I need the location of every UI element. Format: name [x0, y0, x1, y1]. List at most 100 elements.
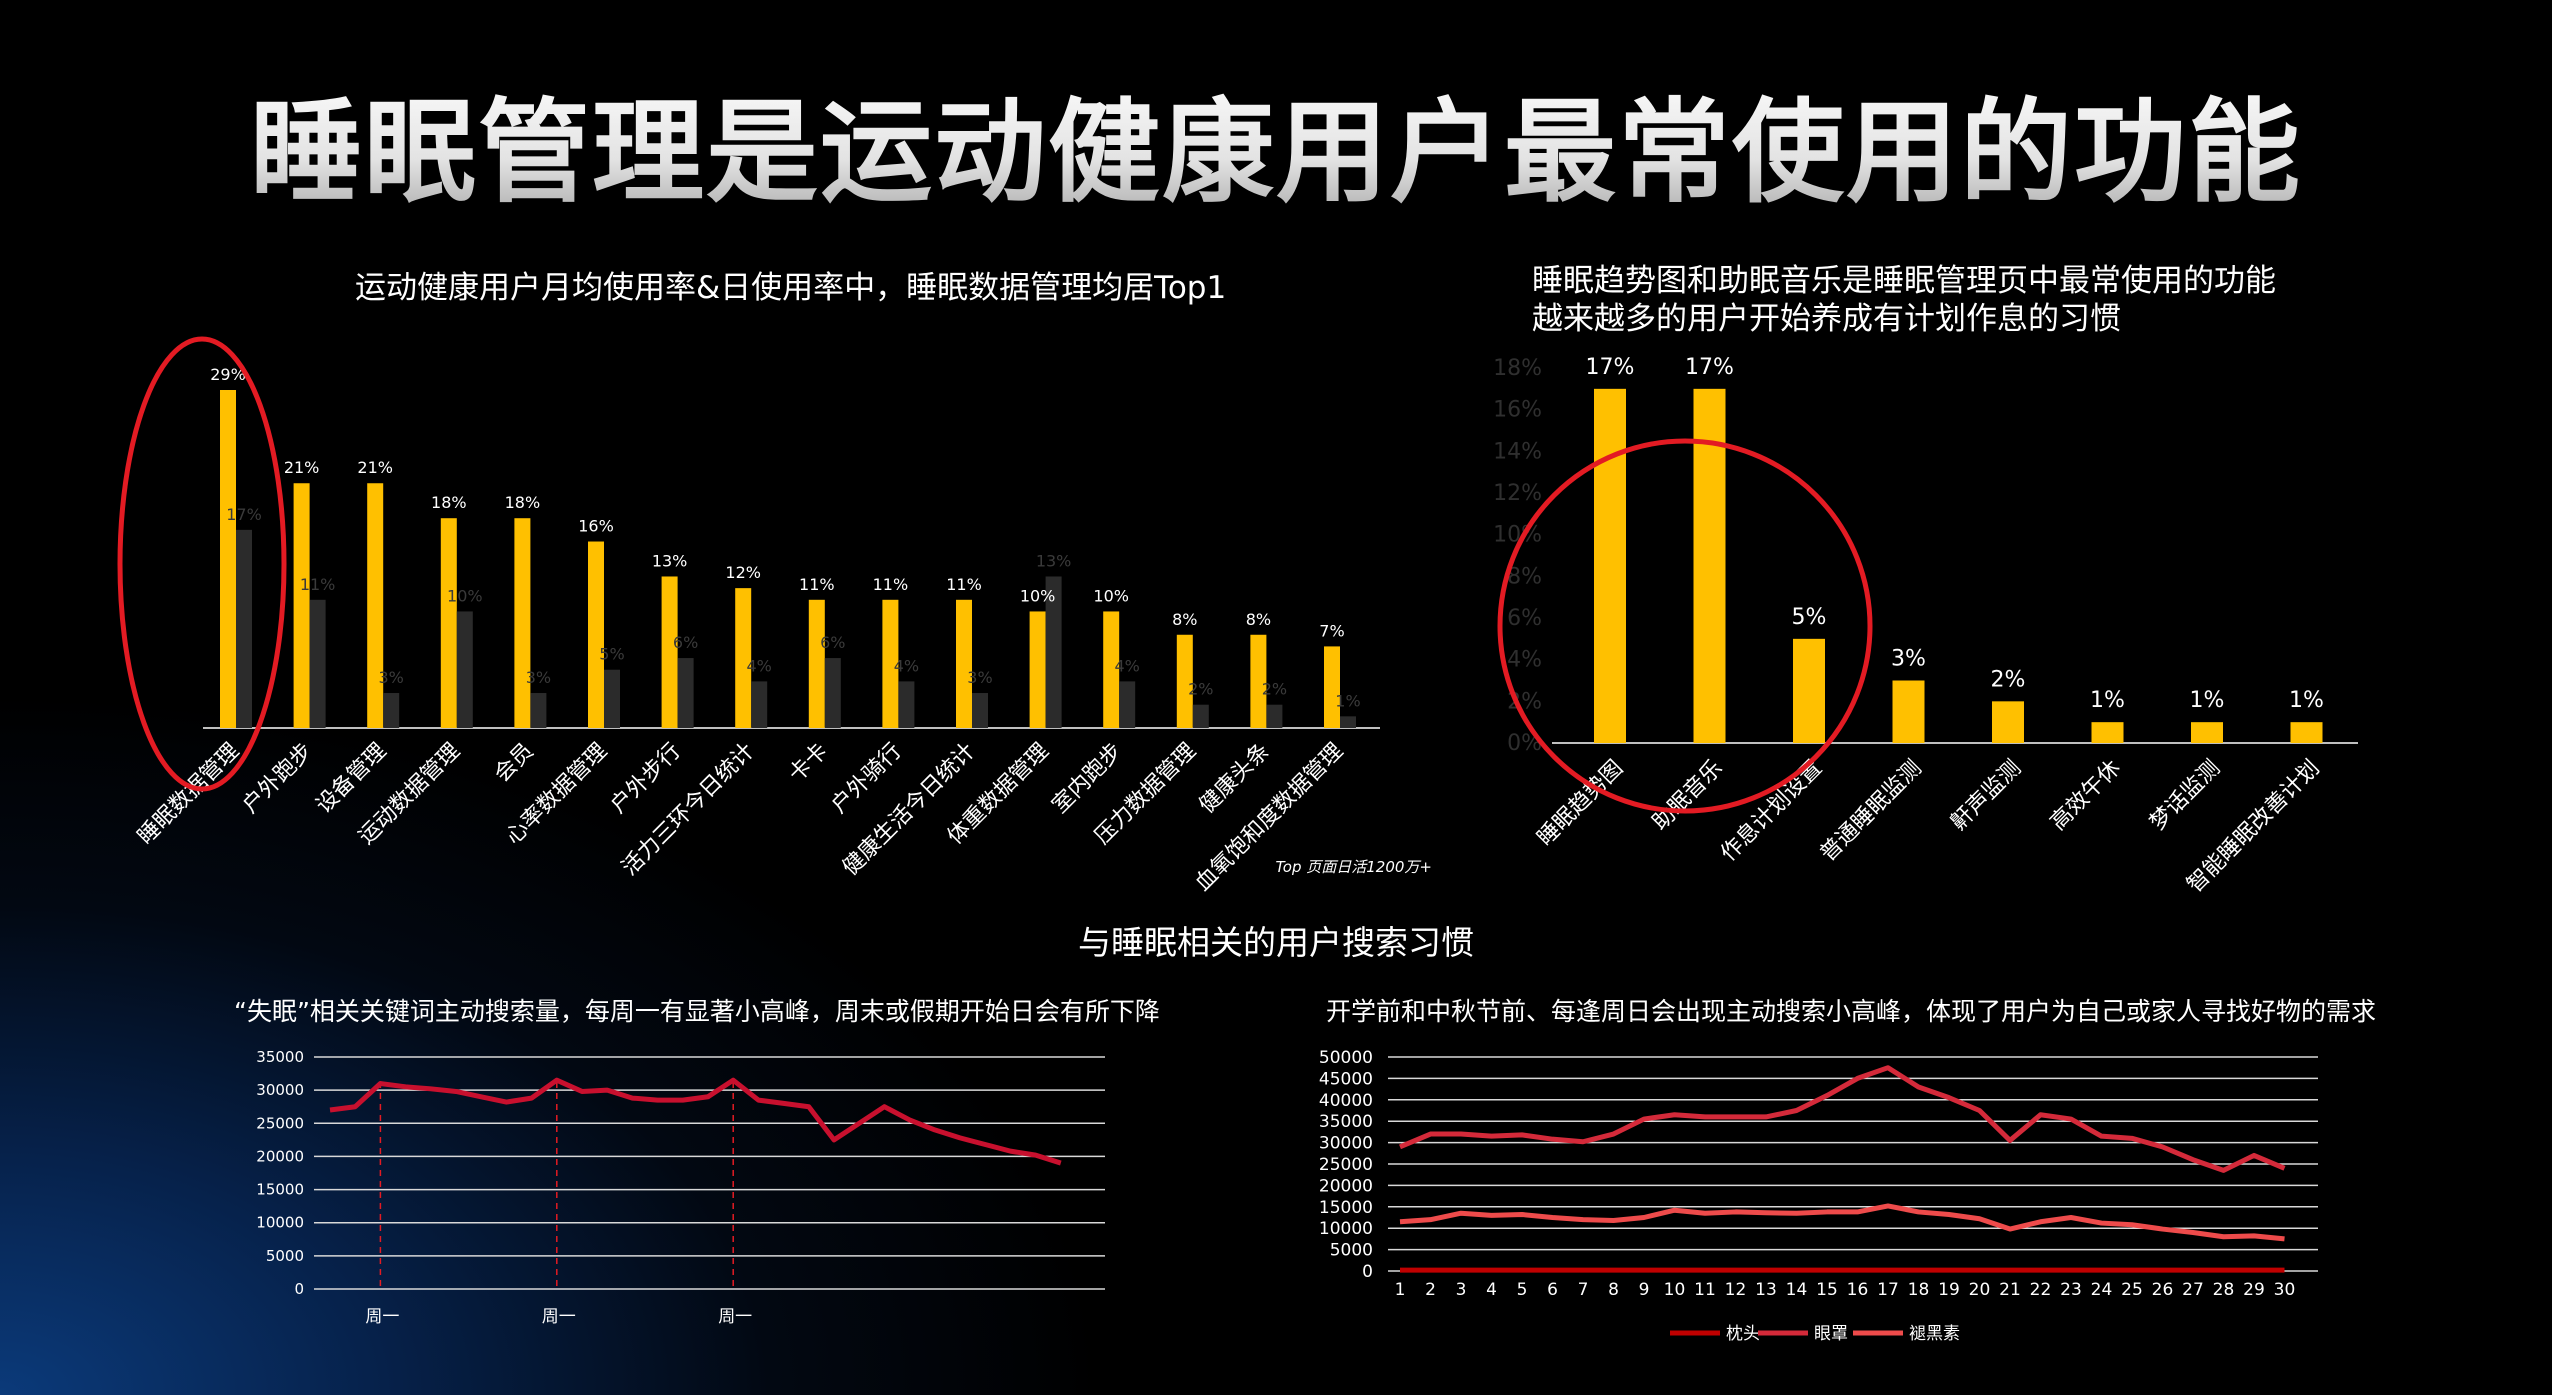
usage-monthly-label: 13% [652, 551, 688, 570]
product-ytick-label: 40000 [1319, 1091, 1373, 1111]
sleep-ytick-label: 14% [1493, 439, 1542, 464]
legend-label: 枕头 [1726, 1324, 1760, 1344]
product-xtick-label: 5 [1517, 1280, 1528, 1300]
usage-daily-bar [1266, 704, 1283, 728]
product-ytick-label: 5000 [1330, 1241, 1373, 1261]
usage-monthly-bar [1103, 611, 1120, 728]
usage-daily-bar [1045, 576, 1062, 728]
insomnia-ytick-label: 35000 [256, 1048, 304, 1066]
insomnia-search-chart-title: “失眠”相关关键词主动搜索量，每周一有显著小高峰，周末或假期开始日会有所下降 [234, 997, 1160, 1026]
product-xtick-label: 20 [1969, 1280, 1991, 1300]
product-xtick-label: 30 [2274, 1280, 2296, 1300]
product-ytick-label: 0 [1362, 1262, 1373, 1282]
usage-daily-bar [972, 693, 988, 728]
sleep-feature-value: 1% [2190, 688, 2225, 713]
usage-monthly-label: 7% [1319, 621, 1344, 640]
product-xtick-label: 23 [2060, 1280, 2082, 1300]
insomnia-ytick-label: 20000 [256, 1147, 304, 1165]
product-xtick-label: 22 [2030, 1280, 2052, 1300]
section-title: 与睡眠相关的用户搜索习惯 [1078, 923, 1474, 962]
usage-monthly-label: 16% [578, 517, 614, 536]
sleep-category-label: 梦话监测 [2145, 756, 2225, 836]
sleep-ytick-label: 8% [1507, 564, 1542, 589]
product-series-line [1399, 1203, 2285, 1242]
product-xtick-label: 13 [1755, 1280, 1777, 1300]
usage-monthly-label: 10% [1020, 586, 1056, 605]
usage-category-label: 会员 [490, 739, 539, 788]
product-xtick-label: 15 [1816, 1280, 1838, 1300]
sleep-feature-value: 2% [1991, 667, 2026, 692]
product-xtick-label: 18 [1908, 1280, 1930, 1300]
insomnia-ytick-label: 10000 [256, 1214, 304, 1232]
product-xtick-label: 27 [2182, 1280, 2204, 1300]
usage-monthly-bar [735, 588, 752, 728]
product-xtick-label: 28 [2213, 1280, 2235, 1300]
usage-daily-label: 10% [447, 586, 483, 605]
product-xtick-label: 26 [2152, 1280, 2174, 1300]
usage-daily-label: 3% [526, 668, 551, 687]
product-xtick-label: 2 [1425, 1280, 1436, 1300]
product-xtick-label: 9 [1639, 1280, 1650, 1300]
usage-monthly-bar [588, 541, 604, 728]
usage-monthly-label: 8% [1246, 610, 1271, 629]
usage-daily-label: 2% [1262, 680, 1287, 699]
usage-category-label: 健康生活今日统计 [838, 739, 980, 881]
usage-daily-bar [824, 658, 841, 728]
sleep-feature-value: 1% [2090, 688, 2125, 713]
product-xtick-label: 8 [1608, 1280, 1619, 1300]
usage-monthly-label: 12% [725, 563, 761, 582]
product-xtick-label: 17 [1877, 1280, 1899, 1300]
sleep-feature-value: 3% [1891, 647, 1926, 672]
product-xtick-label: 16 [1847, 1280, 1869, 1300]
product-xtick-label: 3 [1456, 1280, 1467, 1300]
product-xtick-label: 4 [1486, 1280, 1497, 1300]
usage-daily-bar [604, 669, 620, 728]
usage-daily-label: 6% [820, 633, 845, 652]
sleep-category-label: 普通睡眠监测 [1816, 756, 1927, 867]
sleep-category-label: 高效午休 [2046, 756, 2126, 836]
insomnia-ytick-label: 0 [294, 1280, 304, 1298]
usage-daily-bar [456, 611, 473, 728]
insomnia-ytick-label: 5000 [266, 1247, 304, 1265]
usage-daily-label: 13% [1036, 551, 1072, 570]
usage-monthly-label: 10% [1093, 586, 1129, 605]
sleep-ytick-label: 18% [1493, 356, 1542, 381]
usage-monthly-bar [956, 599, 972, 728]
usage-daily-bar [530, 693, 547, 728]
sleep-features-chart-title: 睡眠趋势图和助眠音乐是睡眠管理页中最常使用的功能 越来越多的用户开始养成有计划作… [1532, 262, 2276, 338]
usage-daily-bar [1340, 716, 1356, 728]
sleep-features-title-line1: 睡眠趋势图和助眠音乐是睡眠管理页中最常使用的功能 [1532, 263, 2276, 299]
usage-daily-bar [898, 681, 915, 728]
product-ytick-label: 25000 [1319, 1155, 1373, 1175]
product-ytick-label: 30000 [1319, 1134, 1373, 1154]
sleep-category-label: 作息计划设置 [1716, 756, 1827, 867]
sleep-feature-bar [1793, 638, 1825, 743]
sleep-feature-value: 5% [1792, 605, 1827, 630]
product-xtick-label: 25 [2121, 1280, 2143, 1300]
highlight-circle [117, 336, 287, 792]
usage-monthly-bar [293, 483, 310, 728]
highlight-circle [1497, 438, 1873, 814]
usage-monthly-bar [1029, 611, 1046, 728]
sleep-feature-bar [2290, 722, 2323, 743]
product-xtick-label: 19 [1938, 1280, 1960, 1300]
product-xtick-label: 24 [2091, 1280, 2113, 1300]
usage-daily-bar [1192, 704, 1209, 728]
product-xtick-label: 29 [2243, 1280, 2265, 1300]
sleep-features-title-line2: 越来越多的用户开始养成有计划作息的习惯 [1532, 301, 2121, 337]
usage-daily-label: 3% [967, 668, 992, 687]
legend-label: 褪黑素 [1909, 1324, 1960, 1344]
product-xtick-label: 7 [1578, 1280, 1589, 1300]
insomnia-ytick-label: 30000 [256, 1081, 304, 1099]
usage-monthly-label: 18% [505, 493, 541, 512]
monday-marker-label: 周一 [365, 1307, 399, 1327]
usage-monthly-bar [367, 483, 384, 728]
usage-monthly-label: 8% [1172, 610, 1197, 629]
product-xtick-label: 14 [1786, 1280, 1808, 1300]
usage-monthly-bar [440, 518, 457, 728]
sleep-category-label: 助眠音乐 [1648, 756, 1728, 836]
sleep-category-label: 睡眠趋势图 [1533, 756, 1628, 851]
usage-monthly-label: 11% [946, 575, 982, 594]
usage-daily-label: 2% [1188, 680, 1213, 699]
sleep-feature-bar [2191, 722, 2223, 743]
